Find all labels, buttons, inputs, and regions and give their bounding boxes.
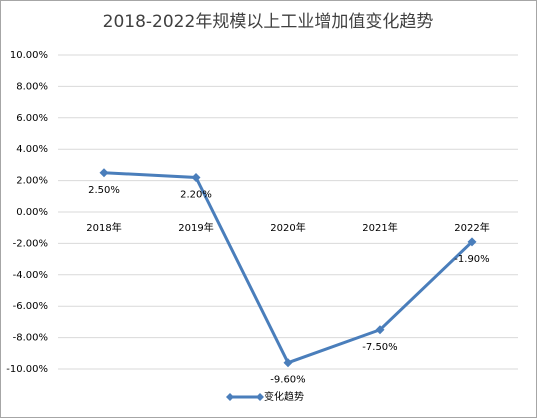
y-tick-label: -6.00%	[13, 301, 48, 312]
chart-title: 2018-2022年规模以上工业增加值变化趋势	[103, 12, 434, 32]
marker	[283, 358, 293, 368]
x-tick-label: 2019年	[178, 221, 213, 234]
legend-label: 变化趋势	[264, 390, 304, 403]
y-tick-label: 2.00%	[16, 176, 48, 187]
data-label: -1.90%	[454, 254, 489, 265]
y-tick-label: 6.00%	[16, 113, 48, 124]
data-label: 2.50%	[88, 185, 120, 196]
y-tick-label: 10.00%	[10, 50, 48, 61]
y-tick-label: -8.00%	[13, 333, 48, 344]
marker	[375, 325, 385, 335]
marker	[99, 168, 109, 178]
y-tick-label: -4.00%	[13, 270, 48, 281]
y-tick-label: 0.00%	[16, 207, 48, 218]
y-tick-label: -2.00%	[13, 238, 48, 249]
legend-marker	[226, 393, 234, 401]
x-tick-label: 2020年	[270, 221, 305, 234]
x-tick-label: 2018年	[86, 221, 121, 234]
y-tick-label: -10.00%	[6, 364, 48, 375]
marker	[467, 237, 477, 247]
x-tick-label: 2022年	[454, 221, 489, 234]
data-label: -9.60%	[270, 375, 305, 386]
y-tick-label: 4.00%	[16, 144, 48, 155]
x-tick-label: 2021年	[362, 221, 397, 234]
data-label: 2.20%	[180, 189, 212, 200]
y-tick-label: 8.00%	[16, 81, 48, 92]
data-label: -7.50%	[362, 342, 397, 353]
marker	[191, 172, 201, 182]
legend-marker	[256, 393, 264, 401]
